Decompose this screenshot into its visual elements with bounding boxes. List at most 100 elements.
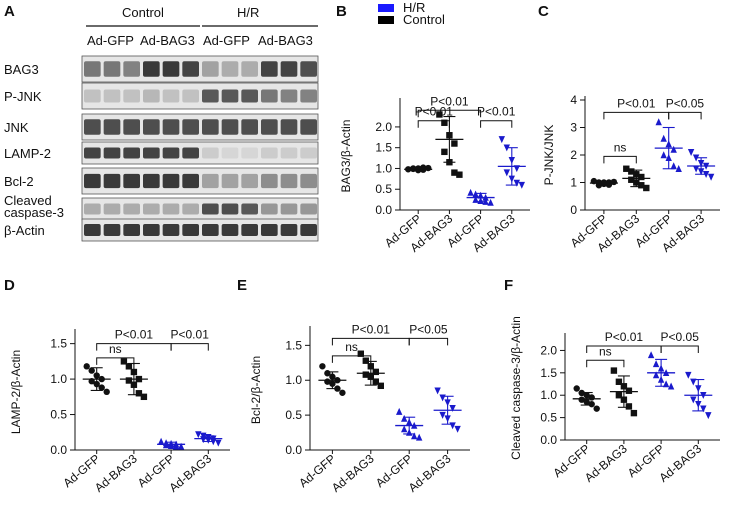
data-point [652, 360, 660, 368]
data-point [630, 409, 638, 417]
significance-bracket [170, 343, 209, 351]
blot-band [103, 173, 121, 189]
panel-letter-c: C [538, 3, 549, 20]
data-point [625, 387, 633, 394]
group-label-control: Control [122, 5, 164, 20]
data-point [88, 367, 95, 374]
blot-band [202, 173, 219, 189]
blot-band [143, 147, 160, 159]
data-point [643, 184, 650, 192]
blot-band [241, 173, 258, 189]
data-point [655, 118, 662, 126]
blot-band [143, 173, 160, 189]
data-point [687, 149, 695, 156]
data-point [700, 405, 707, 413]
blot-label-caspase-3: caspase-3 [4, 205, 64, 220]
data-point [449, 422, 456, 430]
blot-band [103, 223, 121, 237]
blot-band [221, 223, 239, 237]
blot-band [84, 173, 101, 189]
blot-band [221, 119, 239, 135]
y-tick-label: 0.5 [50, 408, 67, 422]
blot-band [123, 173, 140, 189]
blot-band [241, 223, 258, 237]
y-tick-label: 0.0 [50, 443, 67, 457]
y-tick-label: 1.0 [540, 388, 557, 402]
significance-bracket [417, 109, 482, 118]
blot-band [123, 203, 140, 215]
blot-band [103, 61, 121, 77]
y-tick-label: 1.0 [50, 372, 67, 386]
blot-band [261, 147, 278, 159]
data-point [593, 405, 600, 412]
blot-band [202, 147, 219, 159]
significance-label: P<0.01 [415, 105, 454, 119]
y-tick-label: 1.0 [375, 161, 392, 175]
data-point [362, 357, 369, 364]
blot-band [221, 61, 239, 77]
significance-bracket [603, 155, 637, 164]
data-point [707, 173, 715, 181]
data-point [518, 181, 525, 189]
y-tick-label: 2.0 [375, 120, 392, 134]
chart-e: E0.00.51.01.5Bcl-2/β-ActinAd-GFPAd-BAG3A… [237, 277, 470, 495]
data-point [120, 358, 128, 365]
data-point [396, 407, 403, 415]
y-axis-label: Bcl-2/β-Actin [249, 356, 263, 424]
data-point [638, 182, 645, 189]
blot-band [280, 147, 298, 159]
y-tick-label: 4 [570, 93, 577, 107]
y-tick-label: 1 [570, 176, 577, 190]
blot-band [143, 203, 160, 215]
blot-band [300, 173, 317, 189]
legend-swatch-hr [378, 4, 394, 12]
significance-label: ns [345, 340, 358, 354]
blot-band [280, 119, 298, 135]
blot-band [162, 147, 180, 159]
data-point [451, 169, 458, 176]
data-point [319, 363, 326, 370]
data-point [177, 442, 185, 450]
y-tick-label: 1.5 [50, 337, 67, 351]
significance-label: P<0.01 [605, 330, 644, 344]
significance-bracket [96, 343, 172, 351]
blot-band [221, 203, 239, 215]
x-category-label: Ad-BAG3 [582, 441, 630, 485]
significance-label: P<0.01 [617, 96, 656, 110]
data-point [434, 387, 441, 395]
blot-band [162, 119, 180, 135]
data-point [660, 134, 667, 142]
data-point [339, 389, 346, 396]
blot-band [123, 119, 140, 135]
x-category-label: Ad-BAG3 [329, 451, 377, 495]
significance-bracket [331, 337, 410, 346]
data-point [615, 378, 623, 385]
blot-band [280, 61, 298, 77]
significance-label: P<0.01 [171, 328, 210, 342]
legend: H/R Control [378, 0, 445, 27]
y-tick-label: 0.5 [540, 411, 557, 425]
chart-f: F 0.0 0.5 1.0 1.5 2.0 Cleaved caspase-3/β-Acti… [504, 277, 720, 485]
y-tick-label: 1.0 [285, 373, 302, 387]
blot-band [202, 203, 219, 215]
significance-bracket [603, 111, 670, 120]
blot-label-bag3: BAG3 [4, 62, 39, 77]
data-point [456, 171, 463, 178]
blot-band [84, 61, 101, 77]
data-point [503, 169, 510, 177]
blot-band [280, 173, 298, 189]
data-point [357, 350, 364, 357]
treatment-label-4: Ad-BAG3 [258, 33, 313, 48]
blot-band [84, 89, 101, 103]
data-point [675, 165, 682, 172]
blot-band [261, 89, 278, 103]
blot-band [123, 61, 140, 77]
blot-band [261, 203, 278, 215]
data-point [685, 371, 692, 379]
blot-band [182, 147, 199, 159]
blot-band [182, 119, 199, 135]
legend-label-control: Control [403, 12, 445, 27]
blot-band [202, 89, 219, 103]
data-point [125, 377, 133, 384]
data-point [441, 148, 448, 156]
